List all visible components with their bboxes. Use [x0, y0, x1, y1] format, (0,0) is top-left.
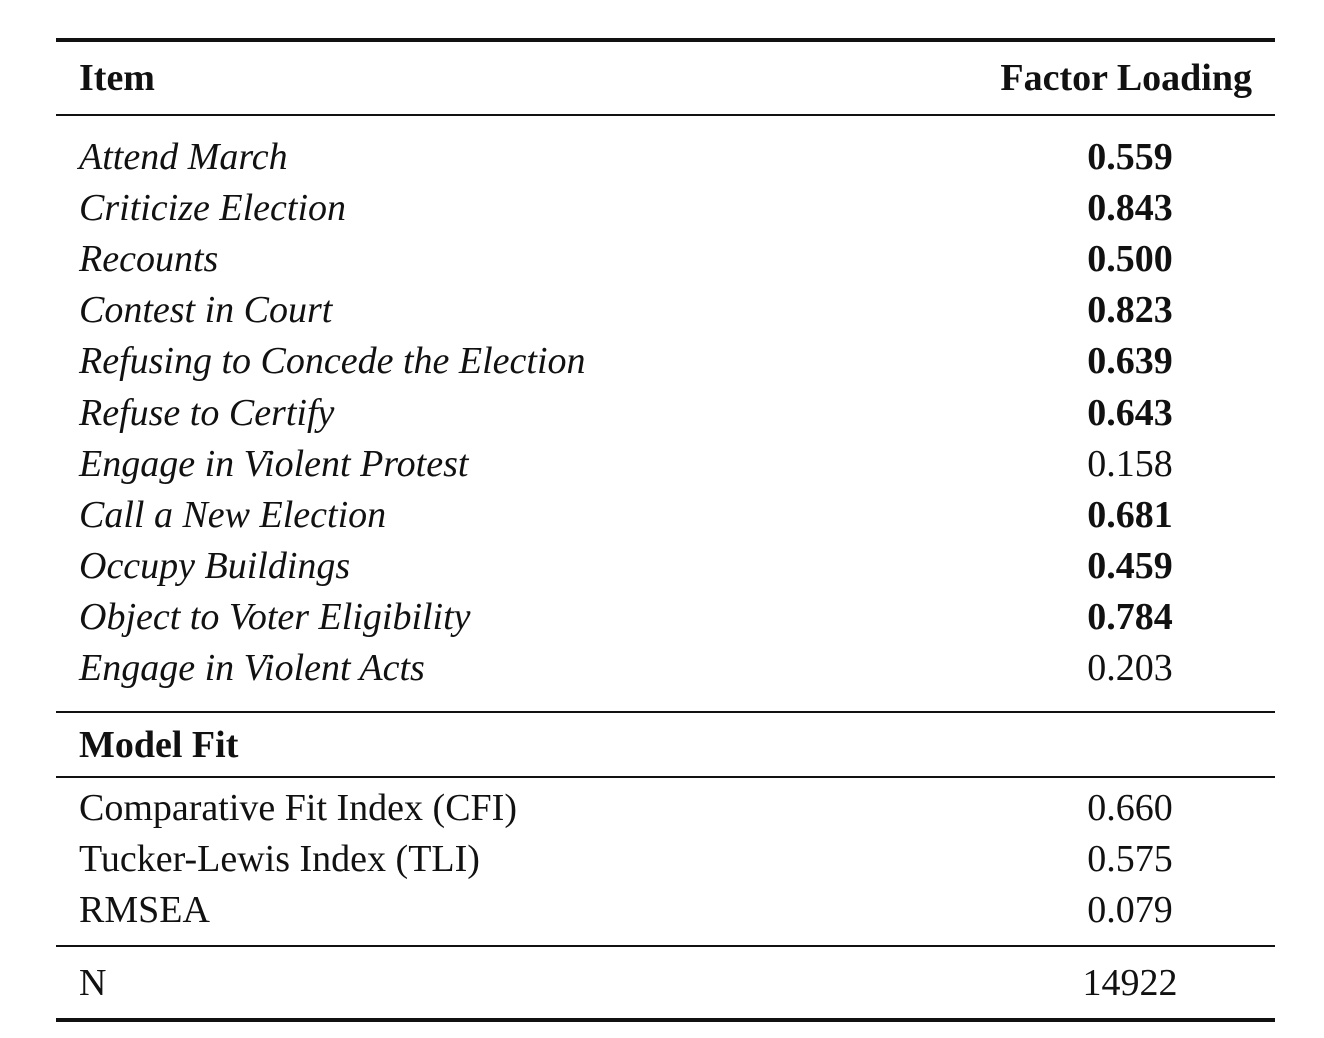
item-label: Call a New Election [79, 493, 387, 536]
factor-loading-value: 0.639 [1087, 340, 1173, 383]
model-fit-title: Model Fit [79, 723, 239, 766]
item-label: Recounts [79, 237, 219, 280]
table-row: Engage in Violent Protest 0.158 [56, 438, 1275, 489]
item-label: Contest in Court [79, 289, 333, 332]
table-row: Refuse to Certify 0.643 [56, 387, 1275, 438]
table-row: Comparative Fit Index (CFI) 0.660 [56, 782, 1275, 833]
sample-size-value: 14922 [1082, 961, 1178, 1004]
factor-loading-value: 0.823 [1087, 289, 1173, 332]
header-row: Item Factor Loading [56, 42, 1275, 114]
table-row: Engage in Violent Acts 0.203 [56, 643, 1275, 694]
bottom-rule [56, 1018, 1275, 1023]
table-row: Object to Voter Eligibility 0.784 [56, 592, 1275, 643]
item-label: Criticize Election [79, 186, 347, 229]
factor-loading-value: 0.559 [1087, 135, 1173, 178]
items-end-rule [56, 711, 1275, 714]
model-fit-rule [56, 776, 1275, 779]
factor-loading-value: 0.203 [1087, 647, 1173, 690]
items-section: Attend March 0.559 Criticize Election 0.… [56, 116, 1275, 711]
n-rule [56, 945, 1275, 948]
factor-loading-value: 0.459 [1087, 545, 1173, 588]
table-row: Attend March 0.559 [56, 131, 1275, 182]
fit-index-label: Tucker-Lewis Index (TLI) [79, 837, 480, 880]
top-rule [56, 38, 1275, 42]
fit-index-value: 0.575 [1087, 837, 1173, 880]
table-row: RMSEA 0.079 [56, 884, 1275, 935]
factor-loading-value: 0.500 [1087, 237, 1173, 280]
factor-loading-value: 0.681 [1087, 493, 1173, 536]
factor-loading-column-header: Factor Loading [1000, 57, 1252, 99]
factor-loading-value: 0.158 [1087, 442, 1173, 485]
sample-size-label: N [79, 961, 107, 1004]
factor-loading-value: 0.843 [1087, 186, 1173, 229]
item-label: Refuse to Certify [79, 391, 335, 434]
factor-loading-table: Item Factor Loading Attend March 0.559 C… [56, 38, 1275, 1023]
sample-size-row: N 14922 [56, 947, 1275, 1018]
model-fit-section-header: Model Fit [56, 713, 1275, 776]
item-label: Engage in Violent Acts [79, 647, 425, 690]
item-label: Engage in Violent Protest [79, 442, 469, 485]
fit-index-label: RMSEA [79, 888, 210, 931]
table-row: Contest in Court 0.823 [56, 285, 1275, 336]
item-column-header: Item [79, 57, 155, 99]
factor-loading-value: 0.643 [1087, 391, 1173, 434]
table-row: Tucker-Lewis Index (TLI) 0.575 [56, 833, 1275, 884]
item-label: Object to Voter Eligibility [79, 596, 471, 639]
table-row: Call a New Election 0.681 [56, 489, 1275, 540]
table-row: Recounts 0.500 [56, 233, 1275, 284]
table-row: Criticize Election 0.843 [56, 182, 1275, 233]
fit-index-label: Comparative Fit Index (CFI) [79, 786, 517, 829]
header-rule [56, 114, 1275, 116]
fit-index-value: 0.660 [1087, 786, 1173, 829]
item-label: Attend March [79, 135, 288, 178]
factor-loading-value: 0.784 [1087, 596, 1173, 639]
fit-index-value: 0.079 [1087, 888, 1173, 931]
table-row: Occupy Buildings 0.459 [56, 541, 1275, 592]
item-label: Refusing to Concede the Election [79, 340, 586, 383]
model-fit-section: Comparative Fit Index (CFI) 0.660 Tucker… [56, 778, 1275, 945]
table-row: Refusing to Concede the Election 0.639 [56, 336, 1275, 387]
item-label: Occupy Buildings [79, 545, 351, 588]
